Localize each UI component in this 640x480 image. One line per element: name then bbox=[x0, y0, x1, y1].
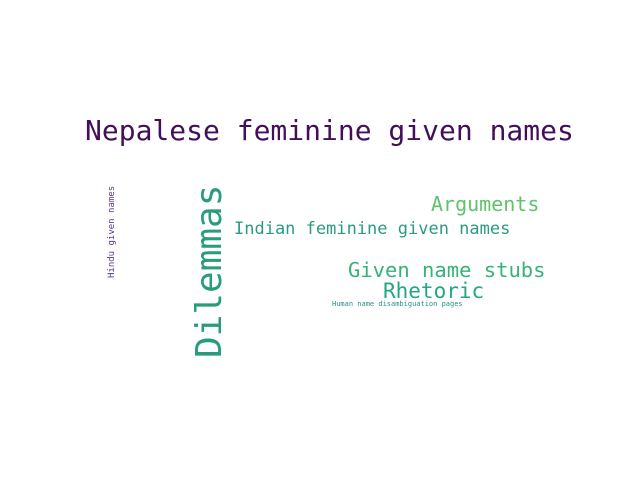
word-rhetoric: Rhetoric bbox=[383, 279, 485, 303]
word-dilemmas: Dilemmas bbox=[189, 184, 230, 358]
word-human-name-disambiguation-pages: Human name disambiguation pages bbox=[332, 300, 463, 308]
word-hindu-given-names: Hindu given names bbox=[107, 185, 117, 278]
word-arguments: Arguments bbox=[431, 192, 540, 216]
word-nepalese-feminine-given-names: Nepalese feminine given names bbox=[85, 114, 574, 147]
word-indian-feminine-given-names: Indian feminine given names bbox=[234, 219, 511, 239]
word-given-name-stubs: Given name stubs bbox=[348, 258, 546, 282]
